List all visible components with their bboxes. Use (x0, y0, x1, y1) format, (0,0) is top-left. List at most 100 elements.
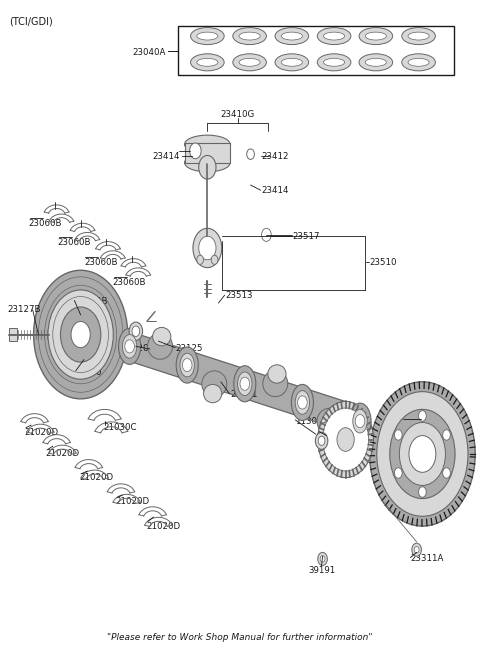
Circle shape (315, 432, 328, 449)
Text: 23127B: 23127B (7, 305, 41, 314)
Polygon shape (127, 333, 362, 435)
Circle shape (318, 552, 327, 565)
Ellipse shape (275, 28, 309, 45)
Text: 23412: 23412 (262, 152, 289, 161)
Circle shape (412, 543, 421, 556)
Ellipse shape (359, 28, 393, 45)
Ellipse shape (238, 372, 252, 396)
Bar (184, 143, 230, 163)
Text: 21020D: 21020D (46, 449, 80, 459)
Circle shape (193, 228, 222, 268)
Text: 23311A: 23311A (410, 554, 444, 564)
Text: 39190A: 39190A (319, 428, 352, 438)
Text: 21020D: 21020D (115, 497, 149, 506)
Text: 23510: 23510 (370, 258, 397, 267)
Ellipse shape (281, 58, 302, 66)
Circle shape (199, 155, 216, 179)
Circle shape (395, 430, 402, 440)
Ellipse shape (191, 28, 224, 45)
Ellipse shape (119, 328, 141, 365)
Ellipse shape (275, 54, 309, 71)
Circle shape (197, 255, 204, 264)
Circle shape (443, 468, 450, 478)
Ellipse shape (402, 28, 435, 45)
Circle shape (247, 149, 254, 159)
Circle shape (443, 430, 450, 440)
Text: 23040A: 23040A (132, 48, 166, 57)
Ellipse shape (191, 54, 224, 71)
Ellipse shape (180, 353, 194, 377)
Text: 23120: 23120 (121, 344, 149, 354)
Ellipse shape (234, 365, 256, 401)
Text: 23060B: 23060B (84, 258, 118, 267)
Text: 21020D: 21020D (146, 522, 180, 531)
Text: 39191: 39191 (308, 566, 335, 575)
Circle shape (390, 409, 455, 499)
Text: 23410G: 23410G (220, 110, 255, 119)
Circle shape (419, 411, 426, 421)
Ellipse shape (233, 28, 266, 45)
Circle shape (370, 382, 475, 526)
Circle shape (395, 468, 402, 478)
Ellipse shape (353, 409, 367, 433)
Ellipse shape (408, 58, 429, 66)
Ellipse shape (408, 32, 429, 40)
Circle shape (337, 428, 354, 451)
Circle shape (409, 436, 436, 472)
Text: 11304B: 11304B (295, 417, 329, 426)
Circle shape (399, 422, 445, 485)
Ellipse shape (281, 32, 302, 40)
Circle shape (199, 236, 216, 260)
Ellipse shape (349, 403, 371, 440)
Text: 23414: 23414 (262, 186, 289, 195)
Ellipse shape (324, 32, 345, 40)
Text: 23513: 23513 (226, 291, 253, 300)
Text: 23125: 23125 (175, 344, 203, 354)
Text: 23060B: 23060B (113, 277, 146, 287)
Circle shape (323, 408, 369, 471)
Ellipse shape (239, 32, 260, 40)
Text: 23060B: 23060B (58, 238, 91, 247)
Circle shape (182, 358, 192, 371)
Ellipse shape (197, 58, 218, 66)
Ellipse shape (176, 347, 198, 383)
Circle shape (132, 326, 140, 337)
Ellipse shape (147, 333, 172, 359)
Ellipse shape (153, 327, 171, 346)
Ellipse shape (365, 58, 386, 66)
Bar (178, 26, 454, 75)
Text: 24340: 24340 (74, 368, 102, 377)
Text: 21020D: 21020D (24, 428, 58, 438)
Circle shape (298, 396, 307, 409)
Ellipse shape (122, 335, 137, 358)
Ellipse shape (291, 384, 313, 420)
Text: "Please refer to Work Shop Manual for further information": "Please refer to Work Shop Manual for fu… (107, 632, 373, 642)
Circle shape (377, 392, 468, 516)
Text: 21020D: 21020D (79, 473, 113, 482)
Circle shape (211, 255, 218, 264)
Bar (9, 328, 17, 341)
Text: (TCI/GDI): (TCI/GDI) (10, 16, 53, 26)
Text: 23060B: 23060B (29, 218, 62, 228)
Text: 21030C: 21030C (103, 423, 137, 432)
Ellipse shape (317, 408, 342, 434)
Circle shape (414, 546, 419, 553)
Ellipse shape (402, 54, 435, 71)
Circle shape (71, 321, 90, 348)
Circle shape (34, 270, 128, 399)
Text: 23200B: 23200B (403, 417, 437, 426)
Ellipse shape (202, 371, 227, 397)
Ellipse shape (233, 54, 266, 71)
Ellipse shape (184, 135, 230, 154)
Ellipse shape (295, 391, 310, 415)
Ellipse shape (319, 422, 337, 440)
Circle shape (419, 487, 426, 497)
Ellipse shape (317, 28, 351, 45)
Circle shape (318, 436, 325, 445)
Circle shape (355, 415, 365, 428)
Text: 23414: 23414 (153, 152, 180, 161)
Ellipse shape (239, 58, 260, 66)
Ellipse shape (184, 154, 230, 172)
Circle shape (129, 322, 143, 340)
Circle shape (318, 401, 373, 478)
